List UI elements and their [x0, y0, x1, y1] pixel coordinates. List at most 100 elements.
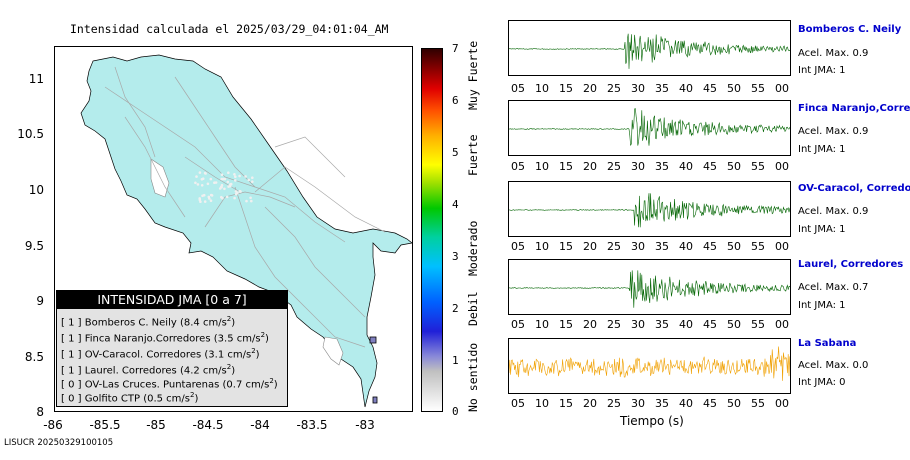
time-tick: 15 [559, 82, 573, 95]
town-point [247, 178, 251, 182]
golfo-dulce [322, 336, 344, 366]
legend-row: [ 0 ] Golfito CTP (0.5 cm/s2) [61, 391, 199, 405]
y-tick: 11 [28, 72, 44, 86]
road [264, 206, 366, 318]
time-tick-row: 05 10 15 20 25 30 35 40 45 50 55 00 [508, 397, 791, 411]
intensity-colorbar [421, 48, 443, 412]
x-tick: -83 [355, 418, 375, 432]
town-point [234, 179, 237, 182]
time-tick: 45 [703, 160, 717, 173]
colorbar-label-muy-fuerte: Muy Fuerte [466, 40, 480, 110]
station-name: Bomberos C. Neily [798, 24, 902, 35]
time-tick: 50 [727, 160, 741, 173]
town-point [199, 200, 202, 203]
town-point [200, 184, 204, 187]
road [184, 156, 241, 193]
road [254, 166, 386, 233]
town-point [220, 173, 224, 176]
time-tick: 55 [751, 318, 765, 331]
trace-panel-bomberos-neily [508, 20, 791, 76]
time-tick: 30 [631, 240, 645, 253]
station-name: OV-Caracol, Corredores [798, 183, 910, 194]
time-tick: 20 [583, 240, 597, 253]
town-point [209, 199, 213, 202]
time-tick: 35 [655, 160, 669, 173]
town-point [223, 187, 226, 191]
time-tick: 30 [631, 160, 645, 173]
colorbar-tick: 6 [452, 94, 459, 107]
y-tick: 9 [36, 294, 44, 308]
time-tick-row: 05 10 15 20 25 30 35 40 45 50 55 00 [508, 318, 791, 332]
town-point [213, 181, 216, 184]
trace-panel-finca-naranjo [508, 100, 791, 156]
time-tick: 40 [679, 240, 693, 253]
y-tick: 10.5 [17, 127, 44, 141]
colorbar-label-debil: Debil [466, 291, 480, 326]
time-tick: 05 [511, 397, 525, 410]
colorbar-tick: 0 [452, 405, 459, 418]
station-acel-max: Acel. Max. 0.7 [798, 282, 869, 293]
town-point [198, 171, 202, 174]
y-tick: 9.5 [24, 239, 44, 253]
legend-row: [ 1 ] Finca Naranjo.Corredores (3.5 cm/s… [61, 331, 269, 345]
legend-row: [ 1 ] Bomberos C. Neily (8.4 cm/s2) [61, 315, 236, 329]
time-tick: 55 [751, 82, 765, 95]
legend-header: INTENSIDAD JMA [0 a 7] [57, 291, 287, 309]
legend-row: [ 1 ] OV-Caracol. Corredores (3.1 cm/s2) [61, 347, 260, 361]
time-tick-row: 05 10 15 20 25 30 35 40 45 50 55 00 [508, 240, 791, 254]
time-axis-label: Tiempo (s) [620, 414, 684, 428]
legend-row: [ 1 ] Laurel. Corredores (4.2 cm/s2) [61, 363, 236, 377]
town-point [233, 173, 236, 176]
time-tick: 55 [751, 397, 765, 410]
town-point [201, 194, 204, 198]
town-point [225, 195, 229, 199]
station-name: Laurel, Corredores [798, 259, 904, 270]
time-tick: 40 [679, 82, 693, 95]
x-tick: -86 [43, 418, 63, 432]
station-acel-max: Acel. Max. 0.0 [798, 360, 869, 371]
trace-panel-la-sabana [508, 338, 791, 394]
time-tick: 45 [703, 318, 717, 331]
time-tick: 10 [535, 397, 549, 410]
station-marker-neily [369, 336, 377, 344]
y-tick: 8 [36, 405, 44, 419]
waveform-line [509, 108, 790, 146]
time-tick: 15 [559, 240, 573, 253]
time-tick-row: 05 10 15 20 25 30 35 40 45 50 55 00 [508, 160, 791, 174]
town-point [203, 200, 207, 203]
waveform [509, 108, 790, 146]
time-tick: 20 [583, 318, 597, 331]
time-tick: 05 [511, 318, 525, 331]
colorbar-tick: 5 [452, 146, 459, 159]
town-point [207, 195, 211, 199]
town-point [220, 183, 224, 187]
colorbar-tick: 2 [452, 302, 459, 315]
time-tick: 05 [511, 240, 525, 253]
town-point [201, 177, 205, 180]
town-point [228, 184, 232, 188]
x-tick: -84.5 [192, 418, 224, 432]
time-tick: 35 [655, 82, 669, 95]
map-title: Intensidad calculada el 2025/03/29_04:01… [70, 22, 389, 36]
time-tick: 30 [631, 397, 645, 410]
road [114, 66, 156, 158]
time-tick: 20 [583, 160, 597, 173]
waveform-line [509, 270, 790, 308]
footer-identifier: LISUCR 20250329100105 [4, 438, 114, 448]
time-tick: 00 [775, 318, 789, 331]
x-tick: -85 [146, 418, 166, 432]
y-tick: 10 [28, 183, 44, 197]
station-int-jma: Int JMA: 1 [798, 65, 846, 76]
time-tick: 25 [607, 397, 621, 410]
road [124, 116, 186, 218]
town-point [195, 175, 198, 178]
time-tick: 20 [583, 397, 597, 410]
station-int-jma: Int JMA: 0 [798, 377, 846, 388]
town-point [226, 180, 230, 184]
time-tick: 55 [751, 240, 765, 253]
time-tick: 05 [511, 82, 525, 95]
colorbar-label-no-sentido: No sentido [466, 342, 480, 412]
station-name: La Sabana [798, 338, 857, 349]
time-tick: 30 [631, 318, 645, 331]
colorbar-tick: 4 [452, 198, 459, 211]
